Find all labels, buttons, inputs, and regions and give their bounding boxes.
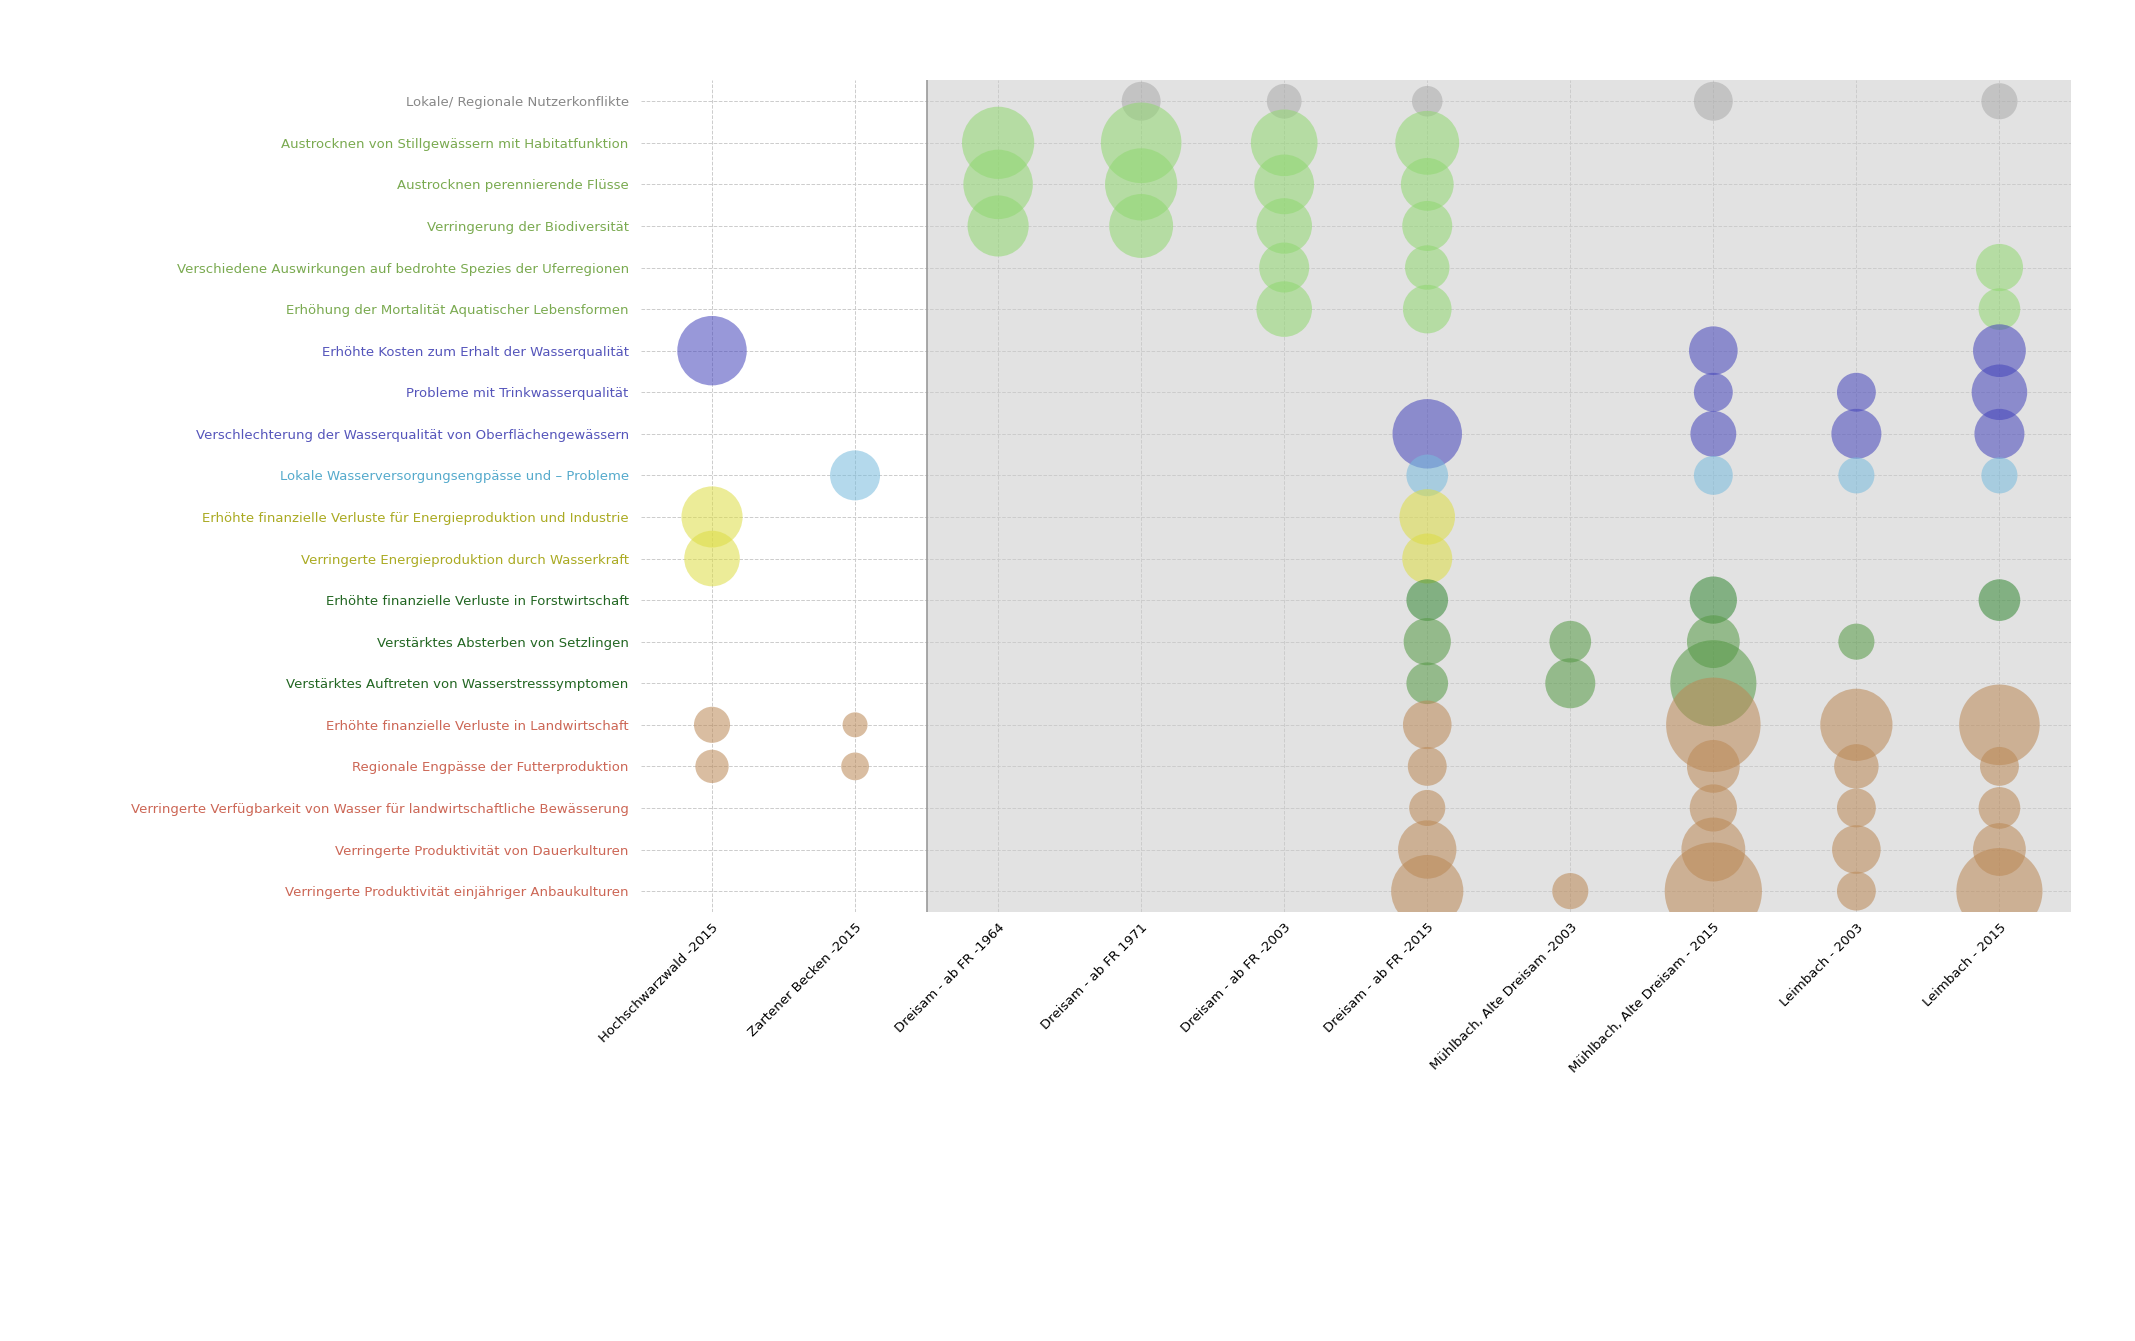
Point [696, 756, 730, 778]
Point [980, 174, 1016, 196]
Point [1409, 424, 1443, 445]
Point [1123, 133, 1157, 154]
Point [1981, 424, 2015, 445]
Point [1838, 465, 1875, 487]
Point [1409, 257, 1443, 279]
Bar [927, 80, 2071, 912]
Point [1981, 797, 2015, 818]
Point [1409, 715, 1443, 736]
Point [1838, 797, 1875, 818]
Point [1981, 382, 2015, 404]
Point [1409, 632, 1443, 653]
Point [1838, 881, 1875, 902]
Point [1266, 299, 1300, 320]
Point [1981, 339, 2015, 361]
Point [1838, 839, 1875, 861]
Point [1838, 715, 1875, 736]
Point [980, 133, 1016, 154]
Point [1409, 547, 1443, 569]
Point [1981, 299, 2015, 320]
Point [1266, 174, 1300, 196]
Point [1554, 673, 1588, 695]
Point [837, 715, 873, 736]
Point [1409, 465, 1443, 487]
Point [1838, 756, 1875, 778]
Point [1981, 839, 2015, 861]
Point [1981, 257, 2015, 279]
Point [1409, 174, 1443, 196]
Point [1695, 465, 1729, 487]
Point [1695, 756, 1729, 778]
Point [1695, 424, 1729, 445]
Point [1409, 590, 1443, 611]
Point [696, 339, 730, 361]
Point [1409, 507, 1443, 528]
Point [1695, 673, 1729, 695]
Point [1409, 797, 1443, 818]
Point [1409, 133, 1443, 154]
Point [837, 756, 873, 778]
Point [1695, 715, 1729, 736]
Point [980, 215, 1016, 236]
Point [1123, 91, 1157, 113]
Point [1409, 91, 1443, 113]
Point [1695, 632, 1729, 653]
Point [696, 547, 730, 569]
Point [1981, 91, 2015, 113]
Point [1554, 632, 1588, 653]
Point [1981, 590, 2015, 611]
Point [1981, 465, 2015, 487]
Point [696, 715, 730, 736]
Point [1266, 215, 1300, 236]
Point [1409, 299, 1443, 320]
Point [1695, 91, 1729, 113]
Point [1695, 339, 1729, 361]
Point [1695, 881, 1729, 902]
Point [1981, 756, 2015, 778]
Point [1409, 673, 1443, 695]
Point [1266, 257, 1300, 279]
Point [1266, 133, 1300, 154]
Point [1695, 839, 1729, 861]
Point [1838, 382, 1875, 404]
Point [1981, 715, 2015, 736]
Point [1838, 632, 1875, 653]
Point [696, 507, 730, 528]
Point [1554, 881, 1588, 902]
Point [1266, 91, 1300, 113]
Point [1838, 424, 1875, 445]
Point [1695, 797, 1729, 818]
Point [1409, 839, 1443, 861]
Point [1695, 590, 1729, 611]
Point [1409, 756, 1443, 778]
Point [1409, 215, 1443, 236]
Point [837, 465, 873, 487]
Point [1123, 174, 1157, 196]
Point [1123, 215, 1157, 236]
Point [1981, 881, 2015, 902]
Point [1409, 881, 1443, 902]
Point [1695, 382, 1729, 404]
